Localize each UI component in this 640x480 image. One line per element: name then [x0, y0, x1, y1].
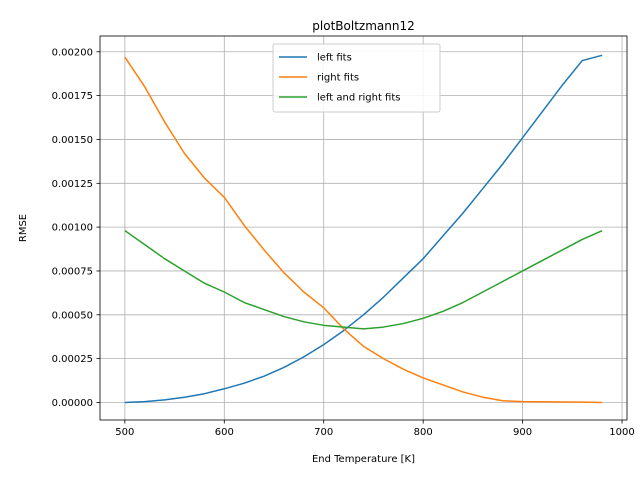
y-tick-label: 0.00125 [52, 179, 93, 190]
x-tick-label: 1000 [609, 427, 634, 438]
legend-box [272, 43, 441, 113]
x-tick-label: 800 [414, 427, 433, 438]
y-tick-label: 0.00100 [52, 223, 93, 234]
plot-frame [99, 35, 628, 421]
x-tick-label: 600 [215, 427, 234, 438]
legend: left fits right fits left and right fits [272, 43, 441, 113]
y-axis-label: RMSE [18, 214, 29, 242]
x-tick-label: 700 [314, 427, 333, 438]
legend-label-3: left and right fits [317, 93, 400, 104]
y-tick-label: 0.00175 [52, 91, 93, 102]
x-tick-label: 500 [115, 427, 134, 438]
x-tick-label: 900 [513, 427, 532, 438]
y-tick-label: 0.00025 [52, 354, 93, 365]
series-lines [124, 54, 603, 404]
y-tick-label: 0.00050 [52, 310, 93, 321]
y-tick-label: 0.00000 [52, 398, 93, 409]
series-line-1 [124, 54, 603, 404]
y-tick-label: 0.00200 [52, 47, 93, 58]
y-axis-ticks: 0.00000 0.00025 0.00050 0.00075 0.00100 0.001… [52, 47, 100, 409]
legend-entries: left fits right fits left and right fits [279, 53, 400, 104]
series-line-2 [124, 56, 603, 404]
series-line-3 [124, 229, 603, 330]
x-axis-label: End Temperature [K] [312, 454, 415, 465]
x-axis-ticks: 500 600 700 800 900 1000 [115, 420, 635, 438]
chart-title: plotBoltzmann12 [312, 19, 414, 33]
legend-label-1: left fits [317, 53, 352, 64]
y-tick-label: 0.00075 [52, 266, 93, 277]
y-tick-label: 0.00150 [52, 135, 93, 146]
legend-label-2: right fits [317, 73, 359, 84]
